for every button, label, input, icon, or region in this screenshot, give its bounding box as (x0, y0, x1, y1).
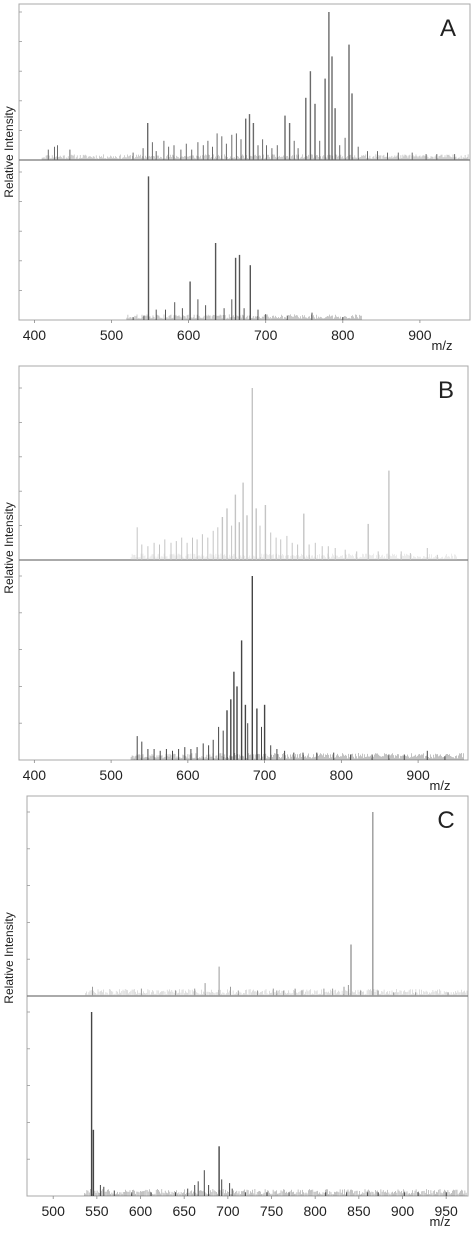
series-lower (126, 176, 362, 320)
y-axis-label: Relative Intensity (2, 106, 16, 197)
x-tick-label: 750 (260, 1203, 284, 1219)
x-tick-label: 700 (253, 767, 277, 783)
x-tick-label: 500 (99, 767, 123, 783)
panel-c: 500 550 600 650 700 750 800 850 900 950 Cm/z Relati… (2, 795, 469, 1229)
x-tick-label: 800 (303, 1203, 327, 1219)
x-tick-label: 900 (408, 327, 432, 343)
panel-frame (18, 365, 469, 761)
x-axis-label: m/z (432, 338, 453, 353)
x-tick-label: 800 (331, 327, 355, 343)
panel-frame (18, 3, 471, 321)
x-tick-label: 700 (216, 1203, 240, 1219)
series-upper (85, 812, 468, 996)
x-tick-label: 650 (173, 1203, 197, 1219)
baseline-noise (130, 553, 457, 560)
baseline-noise (84, 1189, 467, 1196)
panel-label: B (438, 377, 454, 404)
x-tick-label: 800 (330, 767, 354, 783)
x-tick-label: 600 (129, 1203, 153, 1219)
x-tick-label: 500 (100, 327, 124, 343)
y-axis-label: Relative Intensity (2, 912, 16, 1003)
panel-label: A (440, 15, 456, 42)
x-tick-label: 550 (85, 1203, 109, 1219)
x-axis-label: m/z (430, 1214, 451, 1229)
x-tick-label: 950 (434, 1203, 458, 1219)
panel-b: 400 500 600 700 800 900 Bm/z Relative Intensity (2, 365, 469, 793)
y-axis-label: Relative Intensity (2, 502, 16, 593)
series-upper (41, 12, 469, 160)
panel-label: C (437, 807, 454, 834)
x-tick-label: 900 (391, 1203, 415, 1219)
x-tick-label: 400 (23, 767, 47, 783)
x-tick-label: 600 (176, 767, 200, 783)
baseline-noise (85, 989, 468, 996)
x-axis-label: m/z (430, 778, 451, 793)
x-tick-label: 700 (254, 327, 278, 343)
x-tick-label: 400 (23, 327, 47, 343)
baseline-noise (41, 154, 469, 160)
series-lower (84, 1012, 467, 1196)
x-tick-label: 600 (177, 327, 201, 343)
x-tick-label: 500 (42, 1203, 66, 1219)
series-upper (130, 388, 457, 560)
panel-a: 400 500 600 700 800 900 Am/z Relative Intensity (2, 3, 471, 353)
x-tick-label: 900 (406, 767, 430, 783)
baseline-noise (130, 753, 464, 760)
x-tick-label: 850 (347, 1203, 371, 1219)
series-lower (130, 576, 464, 760)
